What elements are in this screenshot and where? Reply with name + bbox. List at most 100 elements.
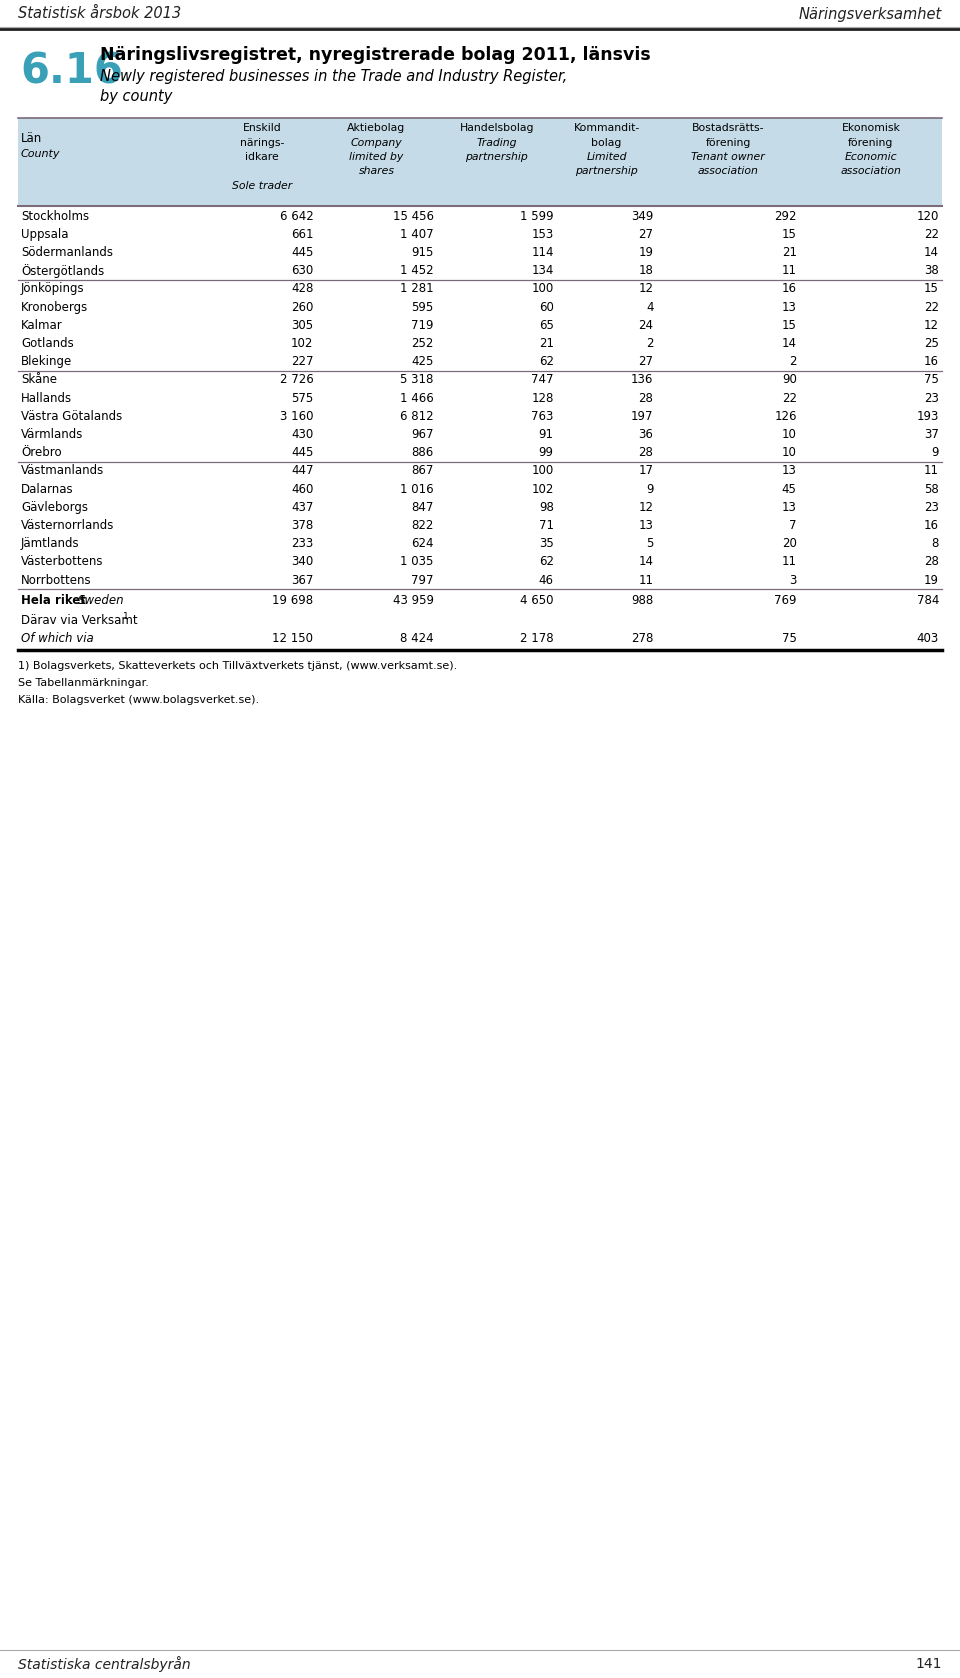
Text: 141: 141 [916,1656,942,1671]
Text: 90: 90 [781,374,797,386]
Text: 886: 886 [411,446,434,460]
Text: 197: 197 [631,409,654,423]
Text: 9: 9 [931,446,939,460]
Text: Skåne: Skåne [21,374,57,386]
Text: 14: 14 [781,337,797,351]
Text: 6 812: 6 812 [400,409,434,423]
Text: 13: 13 [781,300,797,314]
Text: 13: 13 [781,500,797,513]
Text: 27: 27 [638,356,654,367]
Text: 1) Bolagsverkets, Skatteverkets och Tillväxtverkets tjänst, (www.verksamt.se).: 1) Bolagsverkets, Skatteverkets och Till… [18,661,457,671]
Text: 967: 967 [411,428,434,441]
Text: 22: 22 [924,300,939,314]
Text: Norrbottens: Norrbottens [21,574,91,587]
Text: 153: 153 [532,228,554,242]
Text: 867: 867 [411,465,434,478]
Text: 17: 17 [638,465,654,478]
Bar [18,117,942,206]
Text: 71: 71 [539,519,554,532]
Text: 233: 233 [291,537,314,550]
Text: 98: 98 [539,500,554,513]
Text: 847: 847 [411,500,434,513]
Text: 12: 12 [638,282,654,295]
Text: 12: 12 [924,319,939,332]
Text: 21: 21 [539,337,554,351]
Text: 747: 747 [531,374,554,386]
Text: Näringsverksamhet: Näringsverksamhet [799,7,942,22]
Text: Södermanlands: Södermanlands [21,247,113,258]
Text: Tenant owner: Tenant owner [691,153,765,163]
Text: 19 698: 19 698 [273,594,314,607]
Text: shares: shares [358,166,395,176]
Text: 8: 8 [931,537,939,550]
Text: 21: 21 [781,247,797,258]
Text: 15: 15 [781,319,797,332]
Text: 763: 763 [531,409,554,423]
Text: 13: 13 [638,519,654,532]
Text: 19: 19 [924,574,939,587]
Text: Västernorrlands: Västernorrlands [21,519,114,532]
Text: Economic: Economic [845,153,898,163]
Text: Blekinge: Blekinge [21,356,72,367]
Text: 3: 3 [789,574,797,587]
Text: 24: 24 [638,319,654,332]
Text: 4 650: 4 650 [520,594,554,607]
Text: idkare: idkare [245,153,278,163]
Text: 6.16: 6.16 [20,50,123,92]
Text: 16: 16 [924,356,939,367]
Text: Stockholms: Stockholms [21,210,89,223]
Text: 100: 100 [532,465,554,478]
Text: 15 456: 15 456 [393,210,434,223]
Text: 11: 11 [781,555,797,569]
Text: 36: 36 [638,428,654,441]
Text: 252: 252 [411,337,434,351]
Text: 915: 915 [411,247,434,258]
Text: 797: 797 [411,574,434,587]
Text: 14: 14 [638,555,654,569]
Text: 630: 630 [291,263,314,277]
Text: by county: by county [100,89,173,104]
Text: 988: 988 [632,594,654,607]
Text: partnership: partnership [466,153,528,163]
Text: Jämtlands: Jämtlands [21,537,80,550]
Text: Gävleborgs: Gävleborgs [21,500,88,513]
Text: 5: 5 [646,537,654,550]
Text: Uppsala: Uppsala [21,228,68,242]
Text: 75: 75 [924,374,939,386]
Text: 99: 99 [539,446,554,460]
Text: 19: 19 [638,247,654,258]
Text: 719: 719 [411,319,434,332]
Text: 15: 15 [781,228,797,242]
Text: 2 178: 2 178 [520,633,554,646]
Text: 14: 14 [924,247,939,258]
Text: 260: 260 [291,300,314,314]
Text: Kronobergs: Kronobergs [21,300,88,314]
Text: Of which via: Of which via [21,633,94,646]
Text: 445: 445 [291,446,314,460]
Text: 445: 445 [291,247,314,258]
Text: 15: 15 [924,282,939,295]
Text: bolag: bolag [591,138,622,148]
Text: 58: 58 [924,483,939,495]
Text: Statistiska centralsbyrån: Statistiska centralsbyrån [18,1656,191,1671]
Text: 27: 27 [638,228,654,242]
Text: Hallands: Hallands [21,391,72,404]
Text: 11: 11 [638,574,654,587]
Text: 11: 11 [924,465,939,478]
Text: 62: 62 [539,555,554,569]
Text: 1 035: 1 035 [400,555,434,569]
Text: 126: 126 [774,409,797,423]
Text: Dalarnas: Dalarnas [21,483,74,495]
Text: 2: 2 [646,337,654,351]
Text: Se Tabellanmärkningar.: Se Tabellanmärkningar. [18,678,149,688]
Text: 12 150: 12 150 [273,633,314,646]
Text: Newly registered businesses in the Trade and Industry Register,: Newly registered businesses in the Trade… [100,69,567,84]
Text: Kalmar: Kalmar [21,319,62,332]
Text: Statistisk årsbok 2013: Statistisk årsbok 2013 [18,7,181,22]
Text: 120: 120 [917,210,939,223]
Text: 114: 114 [531,247,554,258]
Text: Östergötlands: Östergötlands [21,263,105,277]
Text: 10: 10 [781,428,797,441]
Text: 822: 822 [411,519,434,532]
Text: 20: 20 [781,537,797,550]
